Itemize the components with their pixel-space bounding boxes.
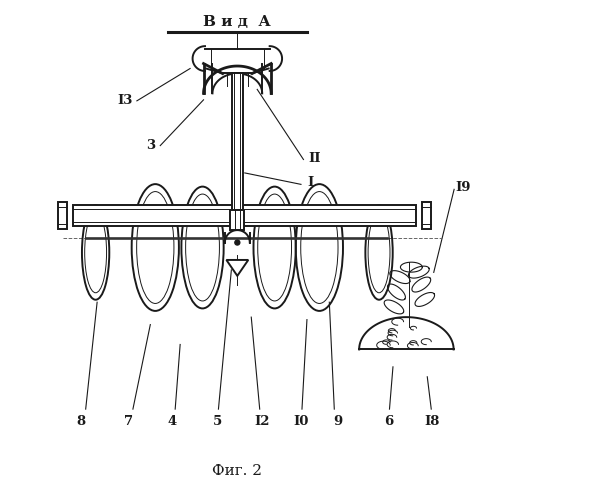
Text: В и д  А: В и д А	[204, 14, 271, 28]
Text: II: II	[308, 152, 321, 164]
Text: 3: 3	[146, 139, 155, 152]
Text: 9: 9	[333, 415, 342, 428]
Text: 8: 8	[76, 415, 86, 428]
Text: I0: I0	[293, 415, 309, 428]
Bar	[73, 205, 416, 226]
Text: 5: 5	[213, 415, 222, 428]
Bar	[232, 74, 243, 210]
Bar	[58, 202, 67, 230]
Text: 4: 4	[167, 415, 176, 428]
Polygon shape	[226, 260, 248, 276]
Bar	[230, 210, 244, 230]
Text: I9: I9	[456, 182, 471, 194]
Text: 6: 6	[384, 415, 394, 428]
Circle shape	[235, 240, 240, 245]
Circle shape	[236, 110, 239, 112]
Text: 7: 7	[124, 415, 134, 428]
Text: I: I	[308, 176, 314, 190]
Text: I2: I2	[254, 415, 270, 428]
Text: I3: I3	[118, 94, 133, 108]
Bar	[422, 202, 431, 230]
Text: Фиг. 2: Фиг. 2	[212, 464, 263, 478]
Text: I8: I8	[425, 415, 440, 428]
